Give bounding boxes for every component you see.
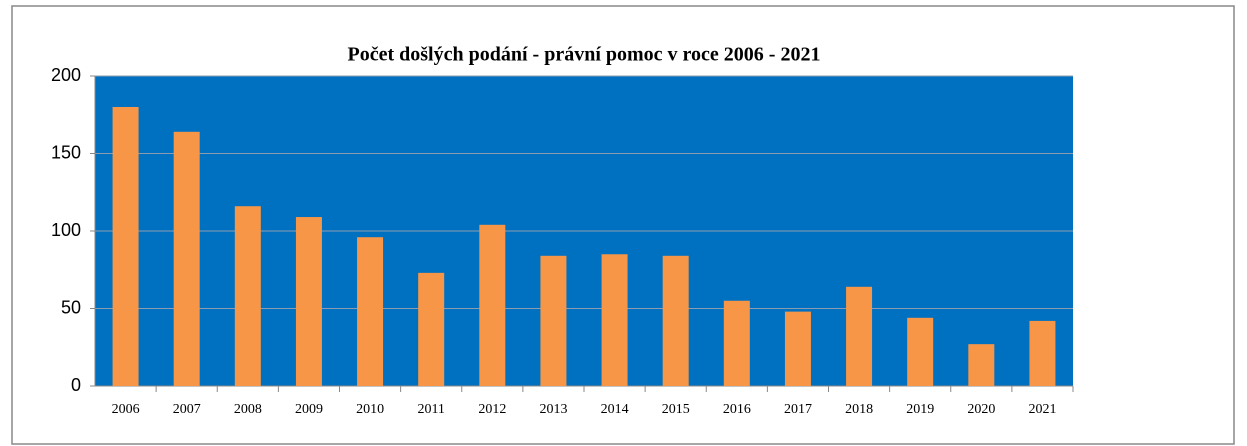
bar (1029, 320, 1056, 386)
x-tick-label: 2017 (784, 402, 812, 417)
bar (723, 300, 750, 386)
bar (846, 286, 873, 386)
bar (540, 255, 567, 386)
chart-title: Počet došlých podání - právní pomoc v ro… (348, 44, 821, 66)
y-tick-label: 150 (51, 142, 81, 162)
x-tick-label: 2021 (1028, 402, 1056, 417)
bar (418, 272, 445, 386)
x-tick-label: 2009 (295, 402, 323, 417)
bar (357, 237, 384, 386)
x-tick-label: 2019 (906, 402, 934, 417)
y-tick-label: 100 (51, 220, 81, 240)
bar (479, 224, 506, 386)
bar (784, 311, 811, 386)
y-tick-label: 200 (51, 65, 81, 85)
y-tick-label: 50 (61, 297, 81, 317)
bar (173, 131, 200, 386)
x-tick-label: 2011 (417, 402, 444, 417)
bar (968, 344, 995, 386)
bar (234, 206, 261, 386)
x-tick-label: 2014 (601, 402, 629, 417)
bar (601, 254, 628, 386)
x-tick-label: 2008 (234, 402, 262, 417)
bar (662, 255, 689, 386)
x-tick-label: 2016 (723, 402, 751, 417)
x-tick-label: 2012 (478, 402, 506, 417)
x-tick-label: 2010 (356, 402, 384, 417)
y-tick-label: 0 (71, 375, 81, 395)
x-tick-label: 2015 (662, 402, 690, 417)
x-tick-label: 2018 (845, 402, 873, 417)
x-tick-label: 2006 (112, 402, 140, 417)
x-tick-label: 2013 (539, 402, 567, 417)
x-tick-label: 2020 (967, 402, 995, 417)
bar (907, 317, 934, 386)
bar (295, 217, 322, 386)
bar (112, 107, 139, 386)
x-tick-label: 2007 (173, 402, 201, 417)
